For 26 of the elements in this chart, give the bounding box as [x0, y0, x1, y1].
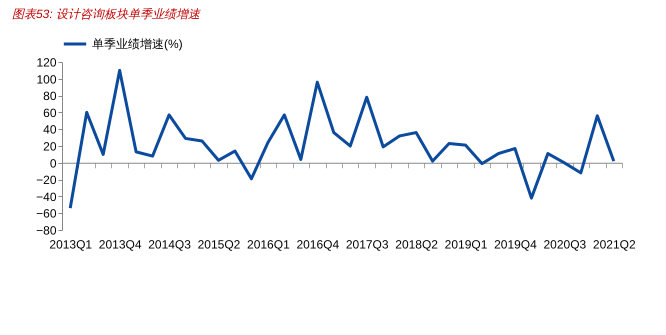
y-tick-label: −40 — [36, 190, 57, 204]
line-series — [68, 68, 616, 210]
y-tick-label: 80 — [43, 89, 57, 104]
x-tick-label: 2016Q4 — [296, 238, 340, 252]
y-tick-label: 60 — [43, 106, 57, 120]
x-tick-label: 2019Q4 — [494, 238, 538, 252]
x-tick-label: 2020Q3 — [544, 238, 587, 252]
x-tick-label: 2017Q3 — [346, 238, 389, 252]
y-tick-label: 0 — [50, 156, 57, 170]
legend-label: 单季业绩增速(%) — [92, 37, 183, 51]
x-tick-label: 2014Q3 — [148, 238, 192, 252]
y-tick-label: −60 — [36, 206, 57, 221]
chart-title: 图表53: 设计咨询板块单季业绩增速 — [12, 7, 202, 21]
y-tick-label: 120 — [36, 56, 57, 70]
y-tick-label: 20 — [43, 140, 57, 154]
x-tick-label: 2021Q2 — [592, 238, 636, 252]
y-tick-label: −80 — [36, 224, 57, 238]
y-tick-label: 100 — [36, 72, 57, 86]
x-tick-label: 2013Q4 — [98, 238, 142, 252]
x-tick-label: 2013Q1 — [49, 238, 92, 252]
x-tick-label: 2019Q1 — [444, 238, 488, 252]
x-tick-label: 2018Q2 — [395, 238, 438, 252]
x-tick-label: 2015Q2 — [198, 238, 241, 252]
y-tick-label: −20 — [36, 173, 57, 188]
y-tick-label: 40 — [43, 122, 57, 137]
x-tick-label: 2016Q1 — [247, 238, 290, 252]
